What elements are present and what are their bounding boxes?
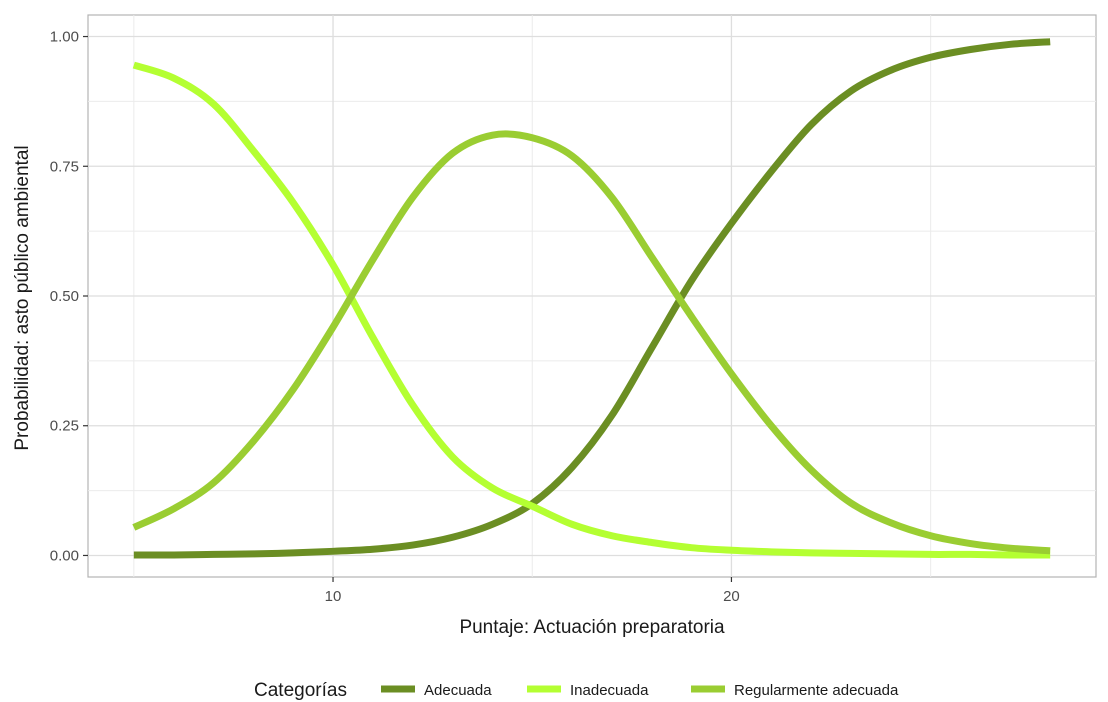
- legend-title: Categorías: [254, 680, 347, 701]
- series-lines: [132, 38, 1051, 559]
- x-axis-title: Puntaje: Actuación preparatoria: [459, 617, 725, 638]
- legend-label: Adecuada: [424, 682, 492, 699]
- y-axis: 0.00 0.25 0.50 0.75 1.00: [50, 29, 88, 564]
- legend: Categorías Adecuada Inadecuada Regularmente…: [254, 680, 899, 701]
- y-tick-label: 0.25: [50, 418, 79, 435]
- x-tick-label: 10: [325, 588, 342, 605]
- y-tick-label: 0.00: [50, 547, 79, 564]
- y-tick-label: 0.75: [50, 158, 79, 175]
- y-axis-title: Probabilidad: asto público ambiental: [12, 145, 33, 450]
- y-tick-label: 0.50: [50, 288, 79, 305]
- x-axis: 10 20: [325, 577, 740, 605]
- series-line-inadecuada: [132, 61, 1051, 559]
- series-line-regularmente-adecuada: [132, 130, 1051, 555]
- grid-lines: [88, 15, 1096, 577]
- legend-label: Regularmente adecuada: [734, 682, 899, 699]
- y-tick-label: 1.00: [50, 29, 79, 46]
- series-line-adecuada: [133, 38, 1051, 559]
- x-tick-label: 20: [723, 588, 740, 605]
- legend-label: Inadecuada: [570, 682, 649, 699]
